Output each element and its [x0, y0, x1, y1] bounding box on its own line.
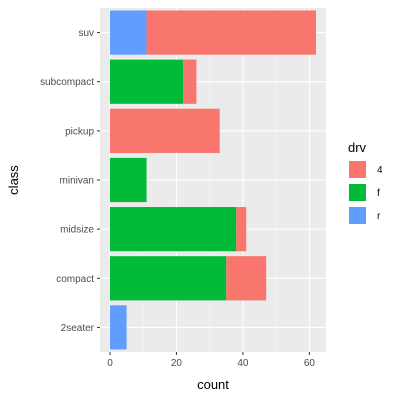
x-tick-label: 0: [107, 358, 113, 369]
bar-pickup-4: [109, 108, 220, 153]
y-axis-title: class: [6, 165, 21, 195]
x-tick-label: 40: [237, 358, 249, 369]
x-tick-label: 60: [304, 358, 316, 369]
bar-2seater-r: [109, 305, 127, 350]
legend-label: r: [377, 211, 381, 222]
bar-subcompact-f: [109, 59, 184, 104]
bar-midsize-4: [236, 207, 247, 252]
legend-key-4: [349, 161, 366, 178]
legend: drv 4 f r: [348, 140, 383, 224]
legend-title: drv: [348, 140, 367, 155]
bar-midsize-f: [109, 207, 237, 252]
bars: [109, 10, 317, 350]
x-axis-ticks: 0 20 40 60: [107, 352, 315, 369]
bar-subcompact-4: [183, 59, 197, 104]
legend-key-r: [349, 207, 366, 224]
y-tick-label: minivan: [60, 176, 94, 187]
y-tick-label: subcompact: [40, 77, 94, 88]
y-tick-label: suv: [78, 28, 94, 39]
legend-label: 4: [377, 165, 383, 176]
y-tick-label: midsize: [60, 225, 94, 236]
bar-compact-4: [226, 256, 267, 301]
x-axis-title: count: [197, 377, 229, 392]
legend-label: f: [377, 188, 380, 199]
bar-compact-f: [109, 256, 227, 301]
bar-suv-r: [109, 10, 147, 55]
bar-suv-4: [146, 10, 317, 55]
y-tick-label: pickup: [65, 126, 94, 137]
legend-key-f: [349, 184, 366, 201]
y-tick-label: compact: [56, 274, 94, 285]
x-tick-label: 20: [171, 358, 183, 369]
y-tick-label: 2seater: [61, 323, 95, 334]
y-axis-ticks: 2seater compact midsize minivan pickup subcom…: [40, 28, 100, 334]
bar-minivan-f: [109, 157, 147, 203]
